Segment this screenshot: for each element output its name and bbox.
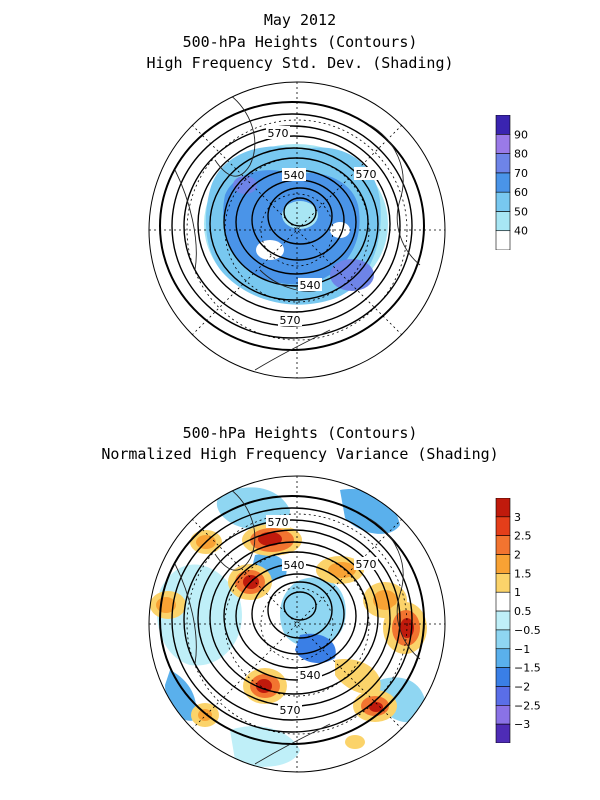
colorbar-label: 90: [514, 128, 528, 141]
colorbar-label: 40: [514, 225, 528, 238]
colorbar-swatch: [495, 535, 511, 555]
colorbar-label: 60: [514, 186, 528, 199]
top-contours: [159, 101, 425, 351]
top-shading: [204, 144, 388, 305]
colorbar-swatch: [495, 516, 511, 536]
colorbar-swatch: [495, 133, 511, 154]
bottom-coastlines: [174, 488, 421, 765]
top-contour-label: 540: [284, 169, 305, 182]
colorbar-swatch: [495, 610, 511, 631]
bottom-contour-label: 540: [300, 669, 321, 682]
top-title-shading: High Frequency Std. Dev. (Shading): [146, 54, 454, 72]
bottom-graticule: [149, 476, 445, 772]
bottom-title-contours: 500-hPa Heights (Contours): [182, 424, 418, 442]
bottom-colorbar: 3 2.5 2 1.5 1 0.5 −0.5 −1 −1.5 −2 −2.5 −3: [495, 498, 541, 743]
colorbar-label: −2: [514, 680, 530, 693]
colorbar-label: 0.5: [514, 605, 532, 618]
top-title-date: May 2012: [263, 11, 337, 29]
colorbar-swatch: [495, 554, 511, 574]
colorbar-swatch: [495, 498, 511, 518]
bottom-contour-labels: 570 540 570 540 570: [266, 515, 378, 717]
colorbar-swatch: [495, 629, 511, 650]
colorbar-label: 2.5: [514, 530, 532, 543]
colorbar-label: −3: [514, 718, 530, 731]
colorbar-swatch: [495, 648, 511, 668]
colorbar-swatch: [495, 686, 511, 706]
bottom-shading: [150, 487, 427, 767]
top-contour-labels: 570 540 570 540 570: [266, 126, 378, 327]
colorbar-swatch: [495, 705, 511, 725]
top-contour-label: 570: [356, 168, 377, 181]
bottom-contour-label: 570: [356, 558, 377, 571]
colorbar-swatch: [495, 211, 511, 232]
colorbar-label: 50: [514, 205, 528, 218]
colorbar-label: −0.5: [514, 624, 541, 637]
top-colorbar: 40 50 60 70 80 90: [495, 115, 528, 250]
colorbar-swatch: [495, 230, 511, 250]
colorbar-swatch: [495, 153, 511, 174]
colorbar-swatch: [495, 115, 511, 135]
top-contour-label: 570: [280, 314, 301, 327]
bottom-title-shading: Normalized High Frequency Variance (Shad…: [101, 445, 499, 463]
top-graticule: [149, 82, 445, 378]
colorbar-swatch: [495, 191, 511, 212]
bottom-contour-label: 570: [280, 704, 301, 717]
colorbar-label: 70: [514, 167, 528, 180]
colorbar-label: 3: [514, 511, 521, 524]
colorbar-label: −1: [514, 643, 530, 656]
top-title-contours: 500-hPa Heights (Contours): [182, 33, 418, 51]
colorbar-label: −2.5: [514, 699, 541, 712]
colorbar-swatch: [495, 723, 511, 743]
bottom-polar-map: 570 540 570 540 570: [148, 475, 446, 773]
bottom-map-border: [148, 475, 446, 773]
top-polar-map: 570 540 570 540 570: [148, 81, 446, 379]
bottom-contour-label: 540: [284, 559, 305, 572]
top-contour-label: 540: [300, 279, 321, 292]
colorbar-label: −1.5: [514, 662, 541, 675]
colorbar-swatch: [495, 667, 511, 687]
top-coastlines: [174, 94, 421, 371]
colorbar-label: 1: [514, 586, 521, 599]
colorbar-label: 80: [514, 148, 528, 161]
colorbar-swatch: [495, 172, 511, 193]
colorbar-label: 2: [514, 549, 521, 562]
colorbar-swatch: [495, 591, 511, 612]
top-contour-label: 570: [268, 127, 289, 140]
colorbar-swatch: [495, 573, 511, 593]
top-map-border: [148, 81, 446, 379]
bottom-contour-label: 570: [268, 516, 289, 529]
colorbar-label: 1.5: [514, 567, 532, 580]
